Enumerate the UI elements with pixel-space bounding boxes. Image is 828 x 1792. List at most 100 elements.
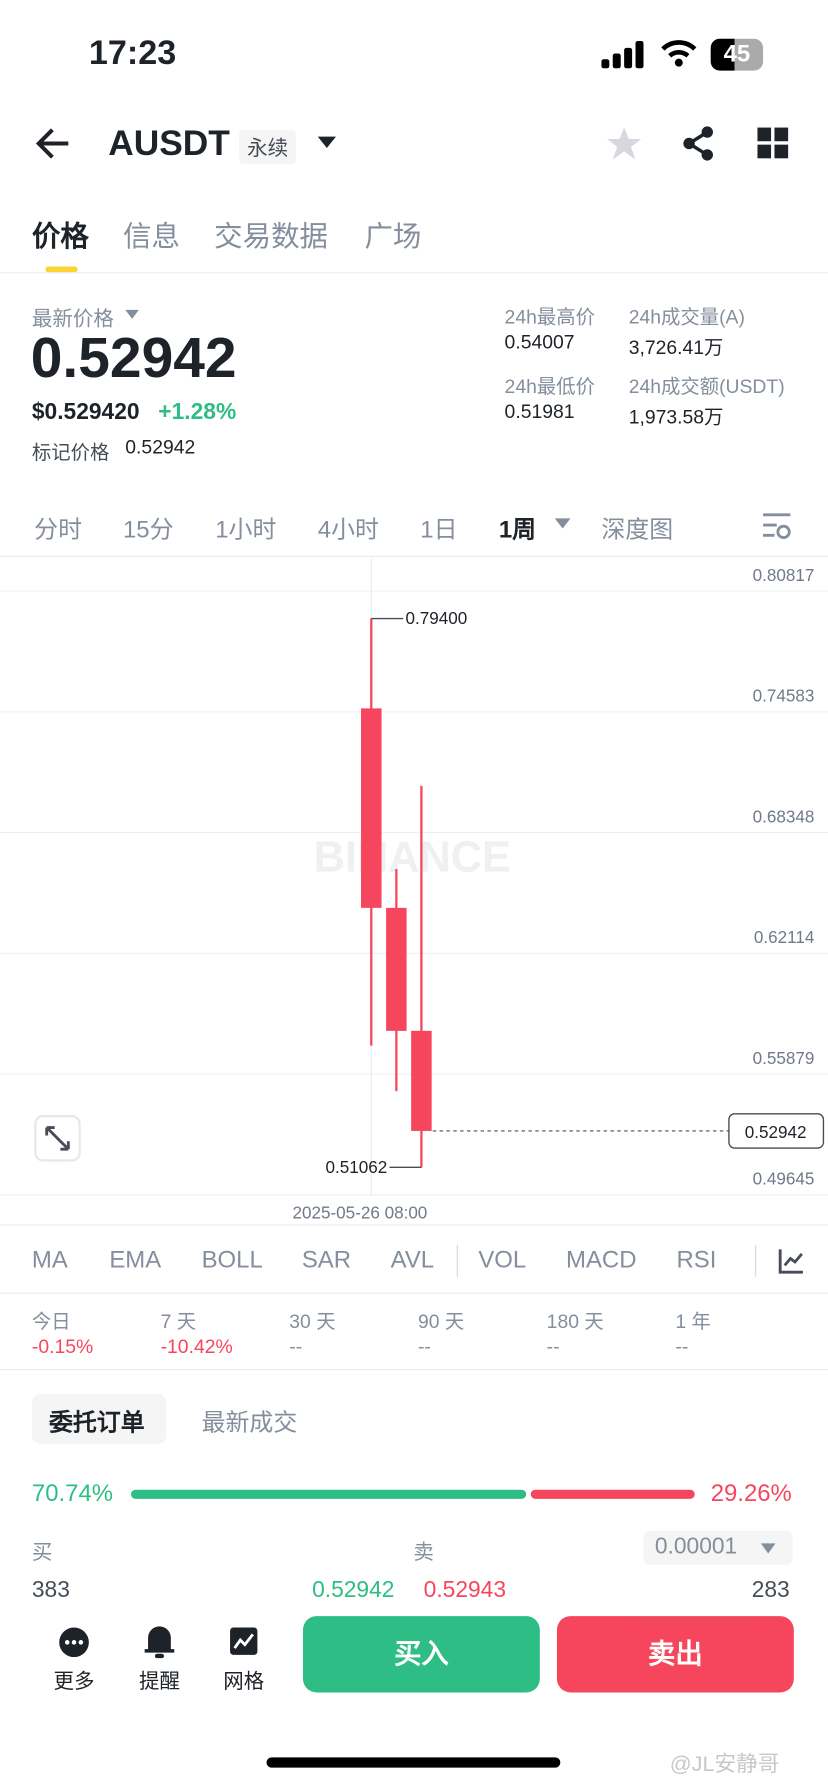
y-tick-label: 0.55879 [753, 1049, 815, 1068]
grid-label[interactable]: 网格 [223, 1669, 265, 1693]
divider [0, 1292, 828, 1294]
period: 90 天 [417, 1310, 465, 1333]
chart-settings-icon[interactable] [761, 511, 793, 541]
stat-value: 3,726.41万 [628, 337, 724, 359]
candle-body [386, 907, 407, 1031]
tab[interactable]: 信息 [123, 220, 180, 253]
grid-menu-icon[interactable] [757, 127, 789, 160]
home-indicator [266, 1757, 561, 1768]
period: 7 天 [160, 1310, 197, 1333]
sell-ratio-label: 29.26% [710, 1480, 792, 1507]
contract-tag: 永续 [239, 129, 297, 165]
indicator[interactable]: VOL [478, 1247, 527, 1274]
indicator[interactable]: BOLL [201, 1247, 263, 1274]
period-change: -10.42% [160, 1335, 233, 1358]
interval[interactable]: 分时 [34, 517, 83, 544]
wifi-icon [661, 40, 697, 67]
last-price-box [728, 1113, 825, 1149]
indicator[interactable]: SAR [301, 1247, 352, 1274]
period-change: -- [417, 1335, 431, 1358]
more-label[interactable]: 更多 [53, 1669, 95, 1693]
dropdown-icon[interactable] [554, 518, 571, 529]
divider [0, 1224, 828, 1226]
annotation-label: 0.79400 [405, 609, 467, 628]
precision: 0.00001 [654, 1534, 738, 1560]
period-change: -- [289, 1335, 303, 1358]
tab[interactable]: 交易数据 [214, 220, 329, 253]
mark-price-label: 标记价格 [31, 441, 110, 464]
interval[interactable]: 15分 [123, 517, 174, 544]
battery: 45 [710, 38, 764, 71]
indicator-settings-icon[interactable] [778, 1247, 805, 1274]
indicator[interactable]: RSI [676, 1247, 717, 1274]
indicator[interactable]: EMA [109, 1247, 162, 1274]
usd-price: $0.529420 [31, 399, 140, 425]
back-button[interactable] [34, 125, 73, 161]
status-time: 17:23 [88, 34, 177, 72]
stat-value: 0.51981 [504, 400, 575, 423]
period-change: -0.15% [31, 1335, 94, 1358]
tab[interactable]: 价格 [31, 220, 89, 253]
tab[interactable]: 广场 [364, 220, 422, 253]
last-price: 0.52942 [30, 325, 237, 390]
symbol[interactable]: AUSDT [108, 123, 230, 163]
alert-icon[interactable] [144, 1624, 176, 1659]
share-icon[interactable] [681, 125, 715, 161]
interval[interactable]: 4小时 [317, 517, 379, 544]
period: 180 天 [546, 1310, 604, 1333]
dropdown-icon[interactable] [760, 1543, 776, 1554]
divider [0, 555, 828, 557]
interval[interactable]: 1周 [498, 517, 537, 544]
favorite-icon[interactable] [606, 126, 642, 160]
indicator[interactable]: MA [31, 1247, 68, 1274]
watermark: @JL安静哥 [669, 1752, 780, 1777]
grid-bot-icon[interactable] [228, 1625, 260, 1657]
stat-label: 24h成交额(USDT) [628, 375, 785, 398]
active-tab-indicator [45, 266, 78, 273]
y-tick-label: 0.68348 [753, 807, 815, 826]
separator [755, 1244, 757, 1277]
separator [456, 1244, 458, 1277]
stat-value: 0.54007 [504, 331, 575, 354]
last-price-label: 最新价格 [31, 307, 114, 331]
expand-chart-button[interactable] [34, 1115, 81, 1162]
stat-label: 24h最低价 [504, 375, 595, 398]
last-price-label: 0.52942 [745, 1123, 807, 1142]
period: 今日 [31, 1310, 71, 1333]
sell-button[interactable]: 卖出 [556, 1616, 794, 1693]
interval[interactable]: 深度图 [601, 517, 674, 544]
interval[interactable]: 1小时 [215, 517, 277, 544]
buy-ratio-bar [130, 1489, 527, 1499]
x-tick-label: 2025-05-26 08:00 [292, 1204, 427, 1223]
period-change: -- [675, 1335, 689, 1358]
indicator[interactable]: MACD [566, 1247, 637, 1274]
indicator[interactable]: AVL [390, 1247, 435, 1274]
ratio-bar [130, 1489, 695, 1499]
active-tab-bg [31, 1394, 167, 1445]
period: 30 天 [289, 1310, 336, 1333]
watermark: BINANCE [314, 833, 511, 881]
y-tick-label: 0.62114 [754, 928, 814, 947]
more-icon[interactable] [58, 1626, 90, 1658]
stat-label: 24h最高价 [504, 306, 595, 329]
sell-ratio-bar [531, 1489, 695, 1499]
alert-label[interactable]: 提醒 [138, 1669, 180, 1693]
annotation-label: 0.51062 [326, 1158, 388, 1177]
candlestick-chart: BINANCE 0.49645 0.55879 0.62114 0.68348 0.745… [0, 558, 828, 1223]
stat-value: 1,973.58万 [628, 406, 724, 429]
buy-ratio-label: 70.74% [31, 1480, 114, 1507]
dropdown-icon[interactable] [317, 136, 338, 150]
buy-button[interactable]: 买入 [302, 1616, 540, 1693]
dropdown-icon[interactable] [125, 309, 139, 319]
candle-body [411, 1030, 432, 1131]
trades-tab[interactable]: 最新成交 [201, 1409, 298, 1437]
divider [0, 1368, 828, 1371]
mark-price: 0.52942 [125, 436, 196, 458]
y-tick-label: 0.49645 [753, 1170, 815, 1189]
price-change: +1.28% [158, 399, 237, 425]
interval[interactable]: 1日 [420, 517, 458, 544]
period-change: -- [546, 1335, 560, 1358]
orderbook-tab[interactable]: 委托订单 [48, 1409, 145, 1437]
